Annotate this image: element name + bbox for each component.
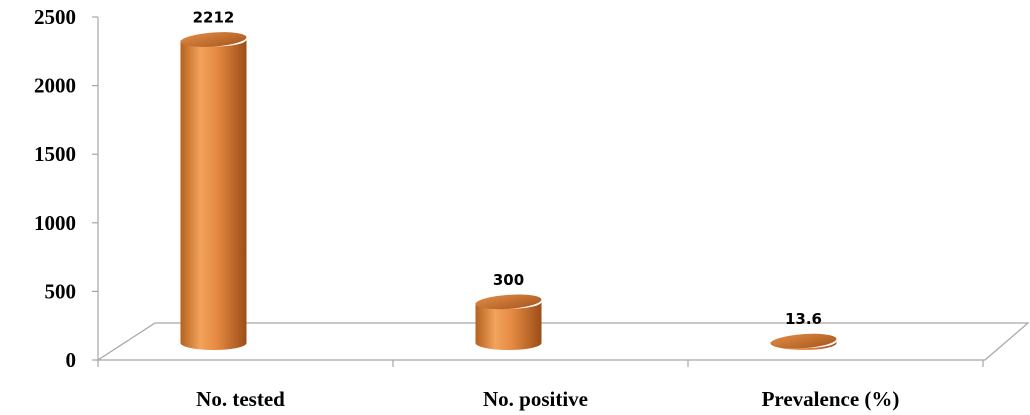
data-labels: 2212 300 13.6	[193, 9, 822, 329]
bar-top	[180, 32, 247, 47]
bar-body	[475, 301, 542, 351]
x-tick-label: No. tested	[196, 387, 285, 411]
bar-top	[770, 333, 837, 349]
y-tick-label: 0	[66, 348, 77, 372]
floor-plane	[95, 322, 1030, 361]
plot-floor	[95, 17, 1030, 361]
y-tick-label: 1500	[34, 142, 76, 166]
bar-body	[180, 39, 247, 351]
bars	[180, 32, 837, 351]
bar	[180, 32, 247, 351]
bar	[770, 333, 837, 351]
data-label: 2212	[193, 9, 235, 27]
x-tick-label: Prevalence (%)	[762, 387, 900, 411]
bar-top	[475, 294, 542, 310]
y-tick-label: 2000	[34, 74, 76, 98]
bar	[475, 294, 542, 351]
x-axis: No. tested No. positive Prevalence (%)	[97, 360, 984, 411]
y-tick-label: 2500	[34, 5, 76, 29]
y-axis: 0 500 1000 1500 2000 2500	[34, 5, 98, 372]
y-tick-label: 500	[45, 279, 77, 303]
x-tick-label: No. positive	[483, 387, 588, 411]
data-label: 13.6	[785, 310, 822, 328]
y-tick-label: 1000	[34, 211, 76, 235]
data-label: 300	[493, 271, 524, 289]
